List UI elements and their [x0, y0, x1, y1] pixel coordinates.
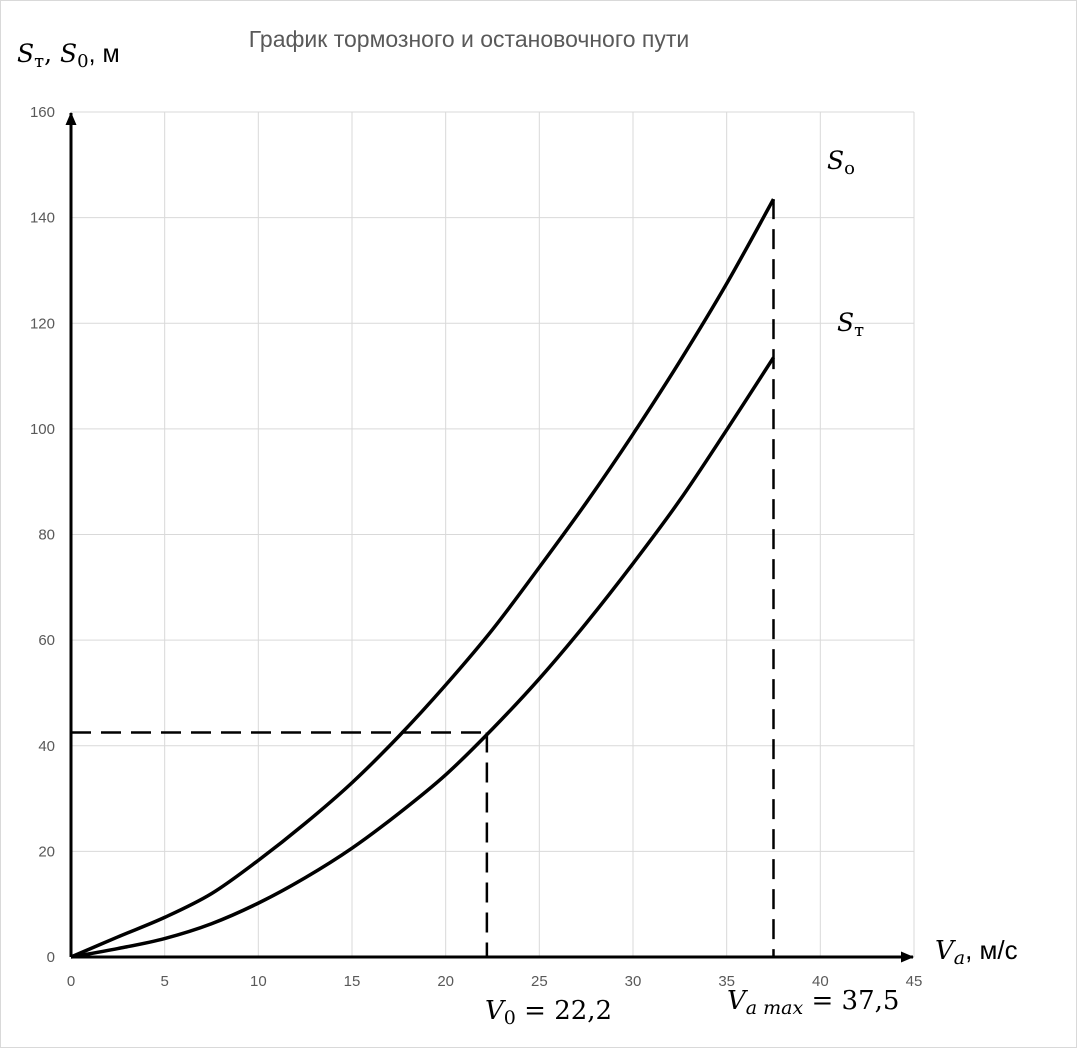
- x-tick-label: 35: [718, 973, 735, 990]
- y-tick-label: 60: [38, 632, 55, 649]
- y-tick-label: 40: [38, 738, 55, 755]
- series-layer: [70, 198, 776, 959]
- y-tick-label: 140: [30, 210, 55, 227]
- x-tick-label: 20: [437, 973, 454, 990]
- series-label-st: Sт: [837, 308, 864, 341]
- grid-layer: [70, 111, 915, 958]
- series-line-0: [70, 198, 776, 959]
- x-tick-label: 40: [812, 973, 829, 990]
- x-tick-label: 0: [67, 973, 75, 990]
- y-tick-label: 0: [47, 949, 55, 966]
- tick-labels: 0 5 10 15 20 25 30 35 40 45 0 20 40 60 80 100 120 140 160: [30, 104, 922, 990]
- guide-lines: [71, 199, 775, 957]
- chart-title: График тормозного и остановочного пути: [249, 26, 690, 52]
- vmax-annotation: Va max = 37,5: [727, 986, 899, 1019]
- y-axis-label: Sт, S0, м: [17, 39, 120, 72]
- x-tick-label: 45: [906, 973, 923, 990]
- x-tick-label: 25: [531, 973, 548, 990]
- x-axis-label: Va, м/с: [935, 935, 1018, 969]
- x-tick-label: 10: [250, 973, 267, 990]
- y-tick-label: 100: [30, 421, 55, 438]
- y-tick-label: 160: [30, 104, 55, 121]
- x-tick-label: 5: [160, 973, 168, 990]
- y-tick-label: 120: [30, 315, 55, 332]
- v0-annotation: V0 = 22,2: [485, 996, 612, 1029]
- series-label-so: Sо: [827, 146, 855, 179]
- y-tick-label: 20: [38, 843, 55, 860]
- y-tick-label: 80: [38, 527, 55, 544]
- series-line-1: [70, 356, 775, 959]
- x-tick-label: 15: [344, 973, 361, 990]
- x-tick-label: 30: [625, 973, 642, 990]
